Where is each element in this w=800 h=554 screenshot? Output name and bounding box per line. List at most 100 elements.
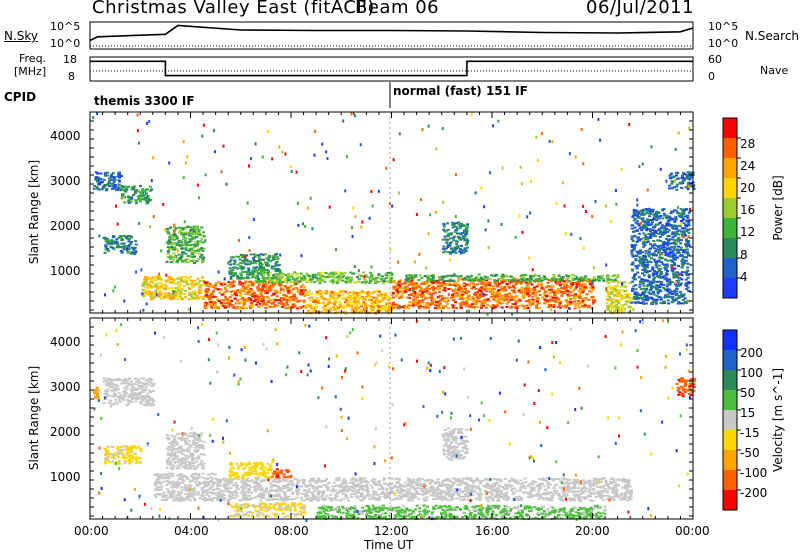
power-cell [360,291,364,293]
power-cell [662,302,666,305]
power-cell [620,304,624,307]
power-noise [519,165,522,169]
power-cell [434,301,438,303]
power-cell [643,266,647,269]
power-cell [687,224,691,227]
power-cell [333,301,337,304]
velocity-cell [109,389,113,392]
power-cell [348,291,352,294]
power-cell [230,304,234,307]
power-cell [531,303,535,306]
power-cell [362,301,366,304]
power-cell [614,289,618,292]
power-cell [192,233,196,236]
power-cell [306,309,310,312]
power-cell [255,266,259,269]
power-cell [271,258,275,261]
power-cell [494,305,498,308]
power-cell [631,280,635,283]
power-cell [172,296,176,299]
power-cell [641,261,645,264]
power-cell [650,303,654,305]
power-cell [256,285,260,288]
power-cell [641,298,645,301]
power-cell [195,294,199,297]
power-cell [279,271,283,274]
power-cell [650,223,654,226]
power-cell [454,222,458,225]
power-cell [129,252,133,255]
power-cell [134,199,138,202]
power-cell [134,243,138,246]
power-cell [653,224,657,227]
power-cell [277,302,281,305]
power-cell [104,248,108,251]
power-cell [364,274,368,277]
power-cell [170,243,174,246]
power-cell [427,284,431,287]
power-cell [655,294,659,297]
power-cell [636,239,640,242]
power-cell [167,240,171,242]
power-cell [640,264,644,267]
power-noise [271,157,274,161]
power-cell [581,299,585,302]
power-cell [692,188,696,190]
power-cell [233,292,237,295]
power-cell [581,288,585,291]
power-cell [505,302,509,305]
power-cell [303,279,307,282]
power-cell [630,301,634,304]
power-cell [679,246,683,249]
power-cell [120,251,124,254]
power-cell [184,233,188,236]
power-cell [687,183,690,186]
power-cell [522,276,526,279]
power-cell [651,274,655,277]
power-cell [252,292,256,295]
power-cell [468,305,472,308]
power-cell [676,172,680,174]
power-cell [124,245,128,248]
power-cell [630,224,634,227]
power-cell [134,191,137,194]
power-cell [613,295,617,298]
power-cell [361,304,365,307]
power-noise [415,213,418,216]
power-cell [370,299,374,301]
power-cell [164,280,168,283]
power-cell [243,282,247,285]
power-cell [319,274,323,277]
power-cell [674,185,678,188]
power-cell [520,274,523,277]
power-cell [579,291,583,294]
power-cell [531,288,535,291]
power-cell [669,212,673,215]
power-cell [483,277,487,280]
power-cell [552,273,556,276]
power-cell [488,281,492,284]
power-cell [620,307,624,310]
power-cell [641,213,645,216]
power-cell [322,308,326,311]
power-noise [580,128,583,131]
power-cell [500,281,504,284]
power-cell [150,295,154,298]
power-cell [684,177,688,180]
power-cell [559,300,563,303]
power-cell [256,254,260,257]
power-cell [358,273,362,276]
power-noise [360,225,363,229]
power-cell [442,228,446,231]
power-cell [398,285,402,288]
power-cell [480,277,483,280]
power-noise [314,299,317,303]
power-noise [321,142,324,146]
power-noise [295,273,298,277]
power-cell [651,291,655,294]
power-cell [282,294,286,297]
power-cell [657,217,661,220]
velocity-cell [134,400,138,403]
power-noise [592,266,595,270]
power-cell [338,291,342,293]
